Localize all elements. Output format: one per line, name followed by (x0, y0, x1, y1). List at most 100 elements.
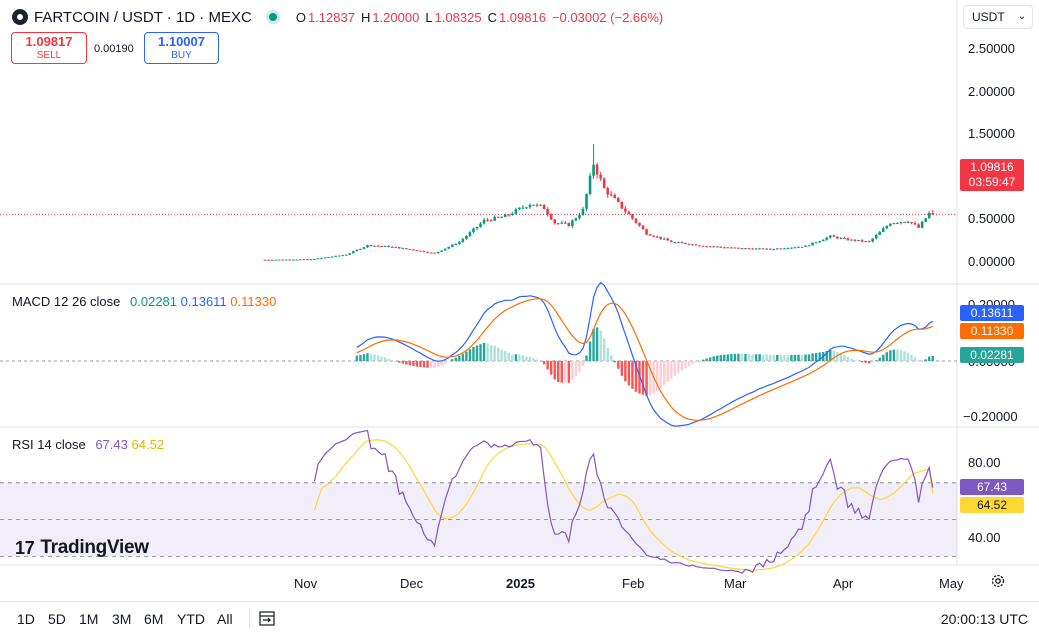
candle-body (419, 250, 422, 252)
candle-body (412, 249, 415, 251)
candle-body (274, 259, 277, 261)
range-all[interactable]: All (217, 611, 233, 627)
macd-histogram-bar (928, 356, 931, 361)
macd-histogram-bar (436, 361, 440, 367)
candle-body (440, 250, 443, 252)
macd-histogram-bar (906, 352, 910, 361)
macd-signal-value: 0.11330 (230, 294, 277, 309)
candle-body (811, 242, 814, 246)
coin-icon (12, 9, 28, 25)
calendar-goto-icon[interactable] (258, 609, 276, 632)
macd-histogram-bar (744, 353, 747, 361)
macd-line-value: 0.13611 (180, 294, 227, 309)
macd-histogram-bar (857, 360, 860, 362)
macd-histogram-bar (673, 361, 677, 377)
candle-body (397, 247, 401, 249)
buy-button[interactable]: 1.10007 BUY (144, 32, 219, 64)
macd-histogram-bar (779, 355, 783, 361)
macd-histogram-bar (465, 351, 468, 361)
macd-histogram-bar (624, 361, 627, 382)
macd-histogram-bar (814, 352, 818, 361)
candle-body (352, 251, 355, 254)
candle-body (309, 259, 313, 261)
candle-body (588, 175, 592, 194)
range-3m[interactable]: 3M (112, 611, 132, 627)
candle-body (659, 236, 662, 239)
macd-label[interactable]: MACD 12 26 close (12, 294, 121, 309)
market-status-icon[interactable] (265, 10, 280, 24)
macd-histogram-bar (419, 361, 422, 367)
close-value: 1.09816 (498, 9, 546, 25)
macd-histogram-bar (390, 360, 394, 361)
macd-histogram-bar (839, 353, 843, 361)
candle-body (436, 251, 440, 254)
candle-body (740, 247, 744, 249)
candle-body (306, 259, 309, 261)
currency-select[interactable]: USDT ⌄ (963, 5, 1033, 29)
candle-body (871, 238, 874, 242)
candle-body (585, 193, 588, 209)
candle-body (843, 237, 846, 239)
candle-body (889, 223, 892, 227)
candle-body (754, 248, 758, 250)
macd-histogram-bar (754, 354, 758, 361)
macd-histogram-bar (772, 355, 775, 361)
macd-histogram-bar (648, 361, 652, 396)
macd-histogram-bar (401, 361, 404, 364)
range-6m[interactable]: 6M (144, 611, 164, 627)
candle-body (758, 248, 761, 250)
candle-body (511, 213, 514, 215)
macd-histogram-bar (422, 361, 426, 368)
legend-header: FARTCOIN / USDT · 1D · MEXC O 1.12837 H 1.… (12, 7, 669, 27)
range-1d[interactable]: 1D (17, 611, 35, 627)
high-value: 1.20000 (372, 9, 420, 25)
range-ytd[interactable]: YTD (177, 611, 205, 627)
range-1m[interactable]: 1M (79, 611, 99, 627)
candle-body (546, 209, 549, 215)
candle-body (355, 249, 359, 252)
macd-histogram-bar (525, 356, 528, 361)
macd-histogram-bar (882, 354, 885, 361)
macd-histogram-bar (892, 349, 896, 361)
macd-histogram-bar (684, 361, 687, 369)
macd-histogram-bar (899, 350, 903, 361)
symbol-title[interactable]: FARTCOIN / USDT · 1D · MEXC (34, 8, 252, 26)
macd-histogram-bar (518, 354, 521, 361)
candle-body (408, 248, 412, 250)
candle-body (454, 244, 458, 246)
candle-body (648, 234, 652, 236)
macd-histogram-bar (496, 347, 500, 361)
macd-histogram-bar (588, 341, 592, 361)
macd-histogram-bar (825, 351, 828, 361)
macd-histogram-bar (836, 352, 839, 361)
chart-canvas[interactable] (0, 0, 1039, 600)
macd-line-tag: 0.13611 (960, 305, 1024, 321)
clock-value[interactable]: 20:00:13 UTC (940, 611, 1028, 627)
candle-body (669, 240, 673, 243)
gear-icon[interactable] (990, 573, 1006, 589)
sell-button[interactable]: 1.09817 SELL (11, 32, 87, 64)
macd-histogram-bar (761, 354, 765, 361)
macd-histogram-bar (659, 361, 662, 389)
sell-label: SELL (36, 50, 62, 61)
candle-body (281, 259, 284, 261)
macd-histogram-bar (691, 361, 694, 364)
rsi-tick: 80.00 (968, 455, 1001, 470)
candle-body (624, 208, 627, 212)
macd-histogram-bar (864, 361, 867, 363)
candle-body (567, 223, 571, 227)
candle-body (920, 221, 924, 228)
macd-histogram-bar (440, 361, 443, 366)
currency-value: USDT (972, 10, 1005, 24)
range-5d[interactable]: 5D (48, 611, 66, 627)
candle-body (715, 246, 719, 248)
candle-body (684, 242, 687, 244)
bottom-toolbar: 1D 5D 1M 3M 6M YTD All 20:00:13 UTC (0, 601, 1039, 637)
candle-body (903, 221, 906, 223)
candle-body (373, 245, 376, 247)
candle-body (581, 208, 585, 216)
candle-body (429, 252, 433, 254)
candle-body (846, 238, 850, 241)
rsi-label[interactable]: RSI 14 close (12, 437, 86, 452)
candle-body (892, 223, 896, 225)
